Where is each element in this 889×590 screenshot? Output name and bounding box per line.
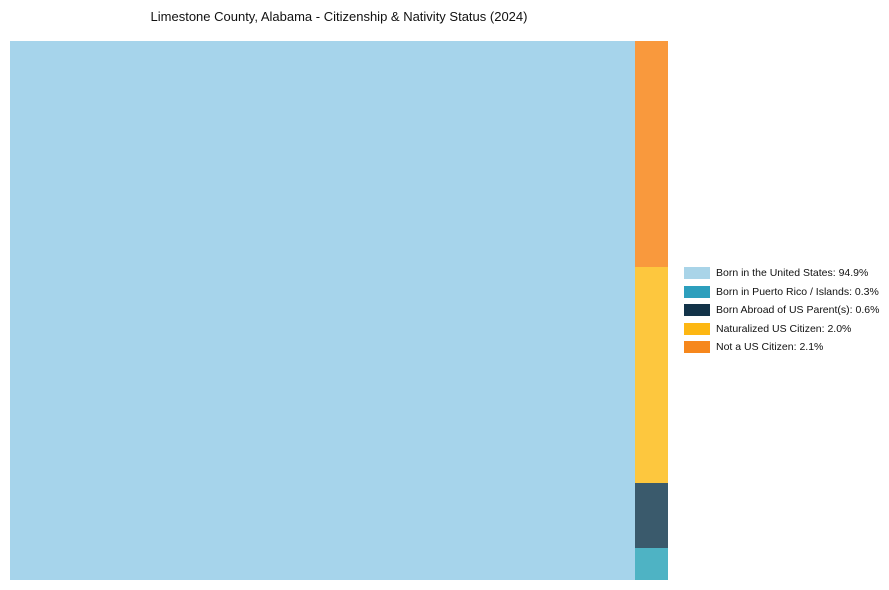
treemap-tile-puerto-rico[interactable] <box>635 547 668 580</box>
treemap-tile-born-us[interactable] <box>10 41 636 580</box>
treemap-tile-not-citizen[interactable] <box>635 41 668 268</box>
treemap-minor-column <box>635 41 668 580</box>
legend-swatch-naturalized <box>684 322 710 335</box>
chart-title: Limestone County, Alabama - Citizenship … <box>150 9 528 24</box>
legend-item-born-abroad: Born Abroad of US Parent(s): 0.6% <box>684 304 879 316</box>
legend-label-born-us: Born in the United States: 94.9% <box>716 267 869 279</box>
legend-label-not-citizen: Not a US Citizen: 2.1% <box>716 341 824 353</box>
treemap-chart <box>10 41 668 580</box>
legend-item-puerto-rico: Born in Puerto Rico / Islands: 0.3% <box>684 285 879 298</box>
legend-item-born-us: Born in the United States: 94.9% <box>684 267 879 279</box>
legend-swatch-puerto-rico <box>684 285 710 298</box>
legend-item-not-citizen: Not a US Citizen: 2.1% <box>684 341 879 353</box>
legend-item-naturalized: Naturalized US Citizen: 2.0% <box>684 322 879 335</box>
legend-label-born-abroad: Born Abroad of US Parent(s): 0.6% <box>716 304 880 316</box>
treemap-tile-born-abroad[interactable] <box>635 482 668 548</box>
legend-swatch-born-us <box>684 267 710 279</box>
legend: Born in the United States: 94.9% Born in… <box>684 267 879 353</box>
legend-label-naturalized: Naturalized US Citizen: 2.0% <box>716 322 852 335</box>
legend-label-puerto-rico: Born in Puerto Rico / Islands: 0.3% <box>716 285 879 298</box>
legend-swatch-born-abroad <box>684 304 710 316</box>
treemap-tile-naturalized[interactable] <box>635 267 668 483</box>
legend-swatch-not-citizen <box>684 341 710 353</box>
